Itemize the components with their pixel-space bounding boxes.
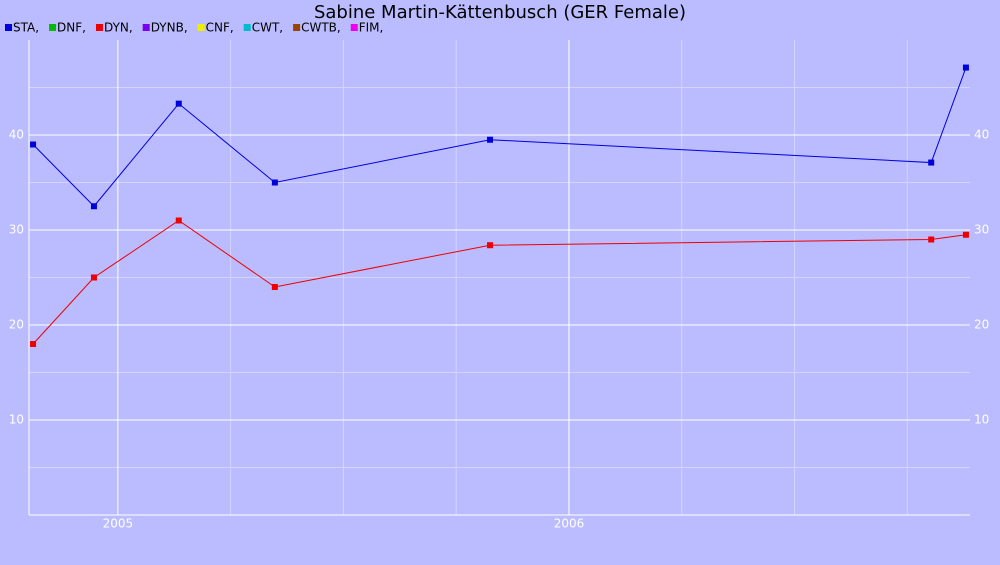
legend-swatch (197, 24, 205, 31)
legend-label: DYN, (104, 21, 133, 35)
legend-label: CWTB, (301, 21, 341, 35)
legend-label: DYNB, (151, 21, 188, 35)
data-point (962, 231, 969, 238)
data-point (928, 236, 935, 243)
legend-swatch (95, 24, 103, 31)
data-point (90, 274, 97, 281)
legend-swatch (243, 24, 251, 31)
y-tick-label: 10 (9, 413, 24, 427)
data-point (175, 217, 182, 224)
data-point (30, 141, 37, 148)
legend-swatch (5, 24, 12, 31)
data-point (271, 179, 278, 186)
data-point (962, 64, 969, 71)
series-line (32, 67, 967, 207)
data-point (175, 100, 182, 107)
legend-swatch (142, 24, 150, 31)
y-tick-label-right: 30 (974, 223, 989, 237)
legend-swatch (293, 24, 301, 31)
legend-swatch (49, 24, 57, 31)
y-tick-label: 30 (9, 223, 24, 237)
data-point (271, 284, 278, 290)
legend-label: STA, (13, 21, 39, 35)
chart-title: Sabine Martin-Kättenbusch (GER Female) (314, 2, 686, 23)
legend-swatch (350, 24, 358, 31)
x-tick-label: 2005 (103, 517, 134, 531)
data-point (30, 341, 37, 347)
y-tick-label-right: 40 (974, 128, 989, 142)
data-point (487, 242, 494, 249)
y-tick-label-right: 10 (974, 413, 989, 427)
data-point (928, 159, 935, 166)
data-point (487, 136, 494, 143)
legend-label: CNF, (206, 21, 234, 35)
legend-label: DNF, (57, 21, 86, 35)
y-tick-label-right: 20 (974, 318, 989, 332)
legend-label: FIM, (359, 21, 384, 35)
data-point (90, 203, 97, 210)
y-tick-label: 20 (9, 318, 24, 332)
y-tick-label: 40 (9, 128, 24, 142)
legend-label: CWT, (252, 21, 283, 35)
x-tick-label: 2006 (554, 517, 585, 531)
